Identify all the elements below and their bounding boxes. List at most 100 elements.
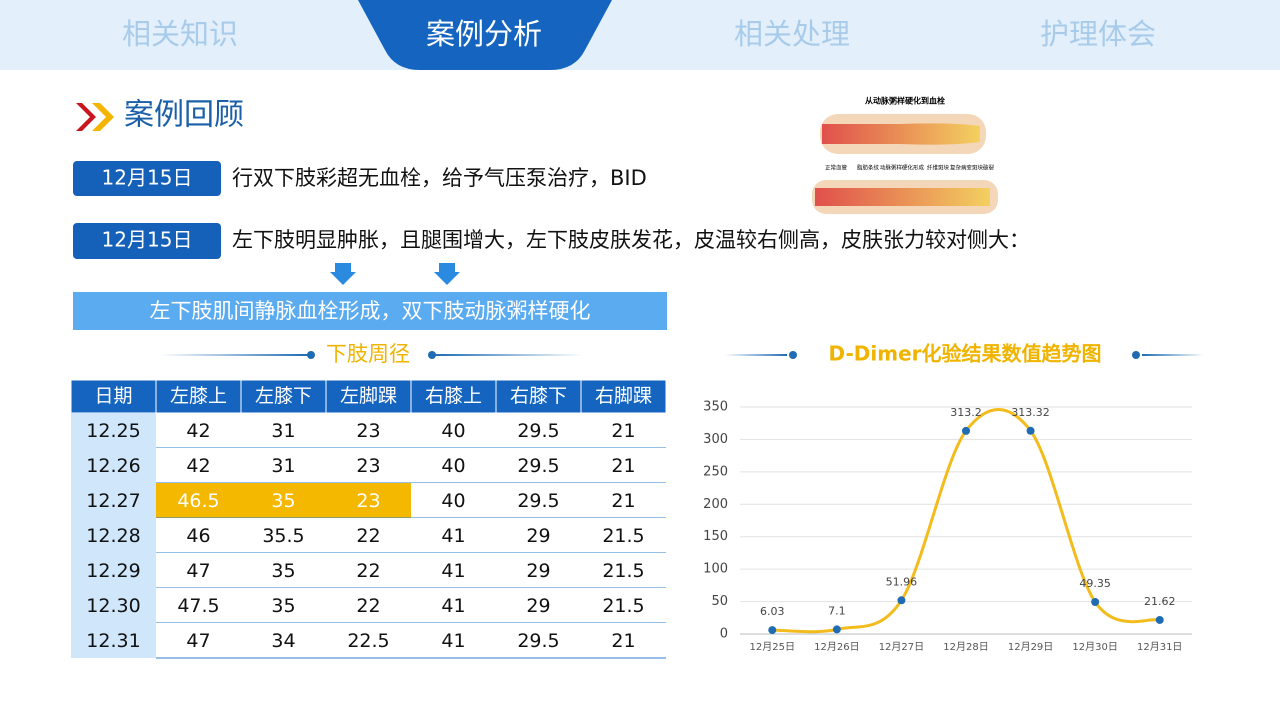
point	[832, 625, 841, 634]
cell-text: 22	[356, 595, 380, 617]
arrow-icon	[92, 103, 114, 131]
cell	[411, 413, 496, 448]
cell-text: 29.5	[517, 490, 559, 512]
down-arrow	[434, 263, 460, 285]
cell	[241, 623, 326, 658]
cell-text: 21	[611, 630, 635, 652]
cell	[156, 518, 241, 553]
data-label: 313.2	[950, 406, 982, 419]
cell-text: 41	[441, 525, 465, 547]
point	[962, 426, 970, 435]
chart-title: D-Dimer化验结果数值趋势图	[829, 342, 1102, 366]
cell	[581, 588, 666, 623]
artery-image: 从动脉粥样硬化到血栓 正常血管 脂肪条纹 动脉粥样硬化形成 纤维斑块 复杂病变斑…	[812, 96, 998, 214]
cell-text: 22	[356, 525, 380, 547]
divider-dot	[307, 351, 315, 359]
cell-text: 47	[186, 630, 210, 652]
cell	[326, 518, 411, 553]
cell	[71, 413, 156, 448]
cell-text: 23	[356, 455, 380, 477]
cell	[326, 553, 411, 588]
header-cell	[495, 379, 582, 414]
cell-text: 42	[186, 455, 210, 477]
cell	[496, 623, 581, 658]
cell	[156, 553, 241, 588]
cell	[241, 483, 326, 518]
cell	[71, 623, 156, 658]
divider	[160, 354, 308, 356]
point	[768, 626, 777, 635]
cell-text: 12.27	[86, 490, 140, 512]
date-box	[73, 223, 221, 259]
y-tick-label: 300	[703, 432, 728, 447]
header-text: 右膝下	[510, 385, 567, 407]
header-cell	[70, 379, 157, 414]
cell	[411, 518, 496, 553]
cell-text: 22	[356, 560, 380, 582]
cell-text: 12.29	[86, 560, 140, 582]
header-text: 右脚踝	[595, 385, 652, 407]
y-tick-label: 350	[703, 400, 728, 415]
cell	[496, 553, 581, 588]
data-label: 49.35	[1079, 577, 1111, 590]
cell	[156, 623, 241, 658]
cell-text: 31	[271, 455, 295, 477]
nav-tab[interactable]: 相关处理	[734, 17, 850, 51]
cell-text: 21	[611, 455, 635, 477]
cell-text: 46.5	[177, 490, 219, 512]
nav-tab[interactable]: 案例分析	[426, 17, 542, 51]
cell-text: 35.5	[262, 525, 304, 547]
divider	[1142, 354, 1204, 356]
record-text: 左下肢明显肿胀，且腿围增大，左下肢皮肤发花，皮温较右侧高，皮肤张力较对侧大：	[232, 228, 1030, 252]
cell	[581, 623, 666, 658]
point	[897, 596, 906, 605]
data-label: 313.32	[1011, 406, 1050, 419]
data-label: 6.03	[760, 605, 785, 618]
image-label: 复杂病变斑块破裂	[950, 164, 995, 172]
artery-lumen	[815, 188, 990, 206]
cell-text: 41	[441, 630, 465, 652]
header-text: 右膝上	[425, 385, 482, 407]
cell	[71, 553, 156, 588]
arrow-icon	[76, 103, 96, 131]
nav-tab[interactable]: 护理体会	[1040, 17, 1156, 51]
divider-dot	[789, 351, 797, 359]
cell	[496, 483, 581, 518]
y-tick-label: 200	[703, 497, 728, 512]
section-title: 案例回顾	[124, 98, 244, 133]
cell-text: 40	[441, 490, 465, 512]
x-tick-label: 12月28日	[943, 641, 988, 653]
header-text: 日期	[94, 385, 132, 407]
header-text: 左膝下	[255, 385, 312, 407]
cell-text: 29.5	[517, 630, 559, 652]
cell	[326, 623, 411, 658]
nav-tab[interactable]: 相关知识	[122, 17, 238, 51]
image-label: 脂肪条纹	[857, 164, 880, 172]
chart: 0 50 100 150 200 250 300 350 6.03 12月25日 7.1 12月26日…	[703, 400, 1192, 653]
point	[1026, 426, 1035, 435]
cell-text: 40	[441, 420, 465, 442]
nav-active-tab	[358, 0, 612, 70]
cell-text: 12.28	[86, 525, 140, 547]
cell	[411, 483, 496, 518]
cell	[411, 588, 496, 623]
cell	[326, 483, 411, 518]
image-label: 纤维斑块	[927, 164, 950, 172]
cell	[411, 623, 496, 658]
cell-text: 31	[271, 420, 295, 442]
y-tick-label: 50	[711, 594, 728, 609]
cell	[71, 483, 156, 518]
header-cell	[580, 379, 667, 414]
cell	[71, 518, 156, 553]
cell	[496, 413, 581, 448]
cell	[71, 588, 156, 623]
point	[1091, 597, 1100, 606]
point	[1155, 615, 1164, 624]
cell-text: 46	[186, 525, 210, 547]
cell	[496, 448, 581, 483]
header-cell	[410, 379, 497, 414]
y-tick-label: 100	[703, 562, 728, 577]
date-box	[73, 161, 221, 196]
cell-text: 22.5	[347, 630, 389, 652]
cell-text: 23	[356, 420, 380, 442]
